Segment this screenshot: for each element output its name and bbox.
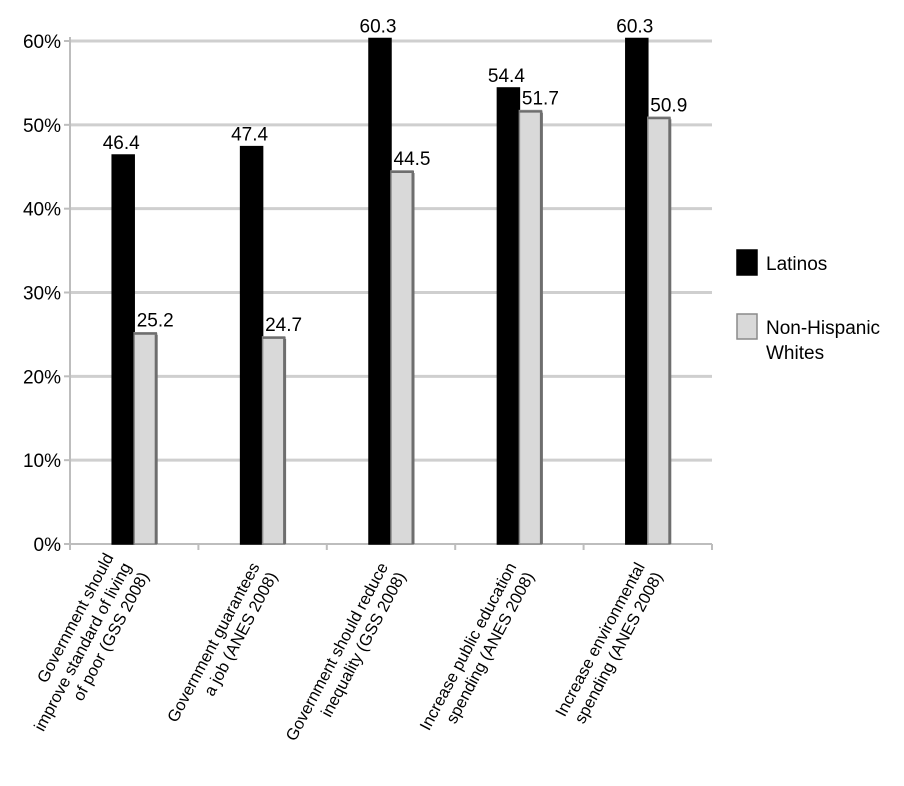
data-label: 60.3 — [616, 16, 653, 37]
bars — [111, 37, 672, 545]
bar-latinos — [625, 37, 649, 545]
y-tick-label: 30% — [23, 284, 61, 305]
y-tick-label: 40% — [23, 200, 61, 221]
legend-label: Whites — [766, 343, 824, 364]
bar-latinos — [368, 37, 392, 545]
data-labels: 46.4 25.2 47.4 24.7 60.3 44.5 54.451.7 60.3 50.9 — [103, 16, 688, 335]
y-tick-label: 50% — [23, 116, 61, 137]
bar-non-hispanic-whites — [133, 331, 157, 545]
data-label: 54.4 — [488, 66, 525, 87]
data-label: 51.7 — [522, 89, 559, 110]
bar-latinos — [111, 154, 135, 545]
y-tick-label: 10% — [23, 451, 61, 472]
legend-label: Non-Hispanic — [766, 318, 880, 339]
data-label: 50.9 — [650, 95, 687, 116]
x-category-label-line: Government should reduce — [283, 560, 392, 744]
bar-latinos — [496, 87, 521, 545]
legend: Latinos Non-Hispanic Whites — [736, 249, 880, 364]
legend-swatch-latinos — [736, 249, 758, 276]
bar-non-hispanic-whites — [261, 336, 286, 545]
data-label: 60.3 — [360, 16, 397, 37]
y-tick-label: 0% — [34, 535, 62, 556]
y-tick-label: 20% — [23, 367, 61, 388]
bar-latinos — [239, 145, 264, 545]
bar-non-hispanic-whites — [518, 109, 543, 545]
data-label: 44.5 — [394, 149, 431, 170]
data-label: 24.7 — [265, 315, 302, 336]
x-category-label-line: Government guarantees — [164, 560, 263, 726]
y-axis-ticks: 0% 10% 20% 30% 40% 50% 60% — [23, 32, 61, 556]
data-label: 47.4 — [231, 125, 268, 146]
y-tick-label: 60% — [23, 32, 61, 53]
legend-swatch-non-hispanic-whites — [736, 313, 758, 340]
bar-non-hispanic-whites — [647, 116, 671, 545]
bar-non-hispanic-whites — [390, 170, 414, 545]
data-label: 46.4 — [103, 133, 140, 154]
legend-label: Latinos — [766, 254, 827, 275]
data-label: 25.2 — [137, 311, 174, 332]
